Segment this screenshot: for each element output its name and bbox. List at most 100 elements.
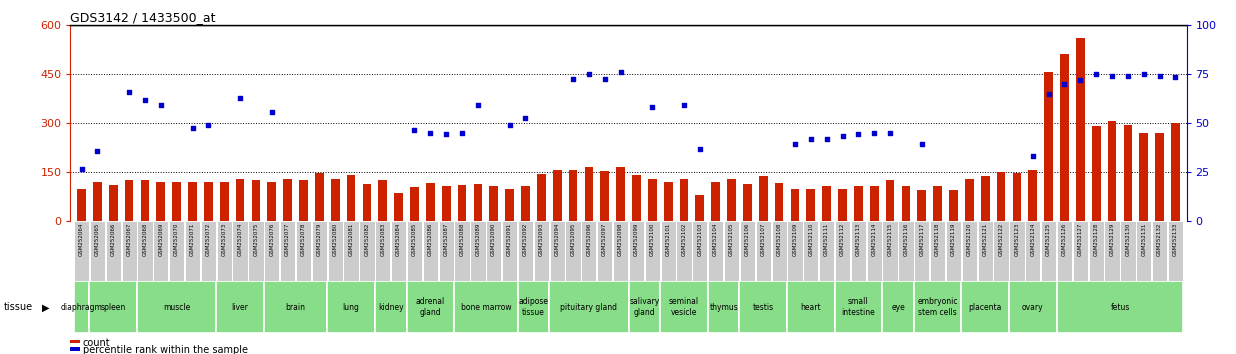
Text: GSM252123: GSM252123 [1015, 223, 1020, 256]
FancyBboxPatch shape [1010, 221, 1025, 281]
Text: GSM252130: GSM252130 [1126, 223, 1131, 256]
FancyBboxPatch shape [391, 221, 407, 281]
Text: GSM252093: GSM252093 [539, 223, 544, 256]
Bar [1091, 126, 1100, 221]
FancyBboxPatch shape [216, 281, 263, 333]
FancyBboxPatch shape [502, 221, 517, 281]
Text: adrenal
gland: adrenal gland [415, 297, 445, 318]
Point [1149, 73, 1169, 78]
Point [578, 71, 598, 77]
Text: GSM252131: GSM252131 [1141, 223, 1146, 256]
Bar [933, 186, 942, 221]
FancyBboxPatch shape [407, 281, 454, 333]
Bar [1170, 123, 1180, 221]
Bar [77, 188, 87, 221]
FancyBboxPatch shape [660, 281, 708, 333]
Bar [378, 180, 387, 221]
Text: thymus: thymus [709, 303, 738, 312]
Bar [632, 175, 640, 221]
Text: GSM252107: GSM252107 [761, 223, 766, 256]
Text: GSM252073: GSM252073 [221, 223, 226, 256]
Point [262, 109, 282, 114]
Text: ovary: ovary [1022, 303, 1043, 312]
Bar [727, 179, 735, 221]
Text: GSM252120: GSM252120 [967, 223, 971, 256]
Text: GSM252095: GSM252095 [571, 223, 576, 256]
Text: GSM252069: GSM252069 [158, 223, 163, 256]
Bar [506, 188, 514, 221]
FancyBboxPatch shape [281, 221, 295, 281]
FancyBboxPatch shape [1057, 221, 1072, 281]
Point [468, 102, 488, 108]
Text: GSM252082: GSM252082 [365, 223, 370, 256]
Text: GSM252114: GSM252114 [871, 223, 876, 256]
Text: GSM252117: GSM252117 [920, 223, 925, 256]
Text: salivary
gland: salivary gland [629, 297, 660, 318]
FancyBboxPatch shape [883, 281, 913, 333]
FancyBboxPatch shape [90, 221, 105, 281]
Text: GSM252089: GSM252089 [476, 223, 481, 256]
Bar [473, 184, 482, 221]
Text: spleen: spleen [100, 303, 126, 312]
Text: muscle: muscle [163, 303, 190, 312]
FancyBboxPatch shape [550, 221, 565, 281]
Text: GSM252085: GSM252085 [412, 223, 417, 256]
Text: GSM252122: GSM252122 [999, 223, 1004, 256]
Text: GSM252091: GSM252091 [507, 223, 512, 256]
Text: GSM252066: GSM252066 [111, 223, 116, 256]
Text: GSM252129: GSM252129 [1110, 223, 1115, 256]
FancyBboxPatch shape [137, 281, 216, 333]
Bar [870, 186, 879, 221]
Text: embryonic
stem cells: embryonic stem cells [917, 297, 958, 318]
Bar [93, 182, 101, 221]
Bar [601, 171, 609, 221]
Text: GSM252083: GSM252083 [381, 223, 386, 256]
Bar [743, 184, 751, 221]
Text: ▶: ▶ [42, 302, 49, 313]
Text: GSM252116: GSM252116 [904, 223, 908, 256]
FancyBboxPatch shape [1105, 221, 1120, 281]
FancyBboxPatch shape [328, 221, 342, 281]
Bar [141, 180, 150, 221]
FancyBboxPatch shape [328, 281, 375, 333]
FancyBboxPatch shape [819, 221, 834, 281]
FancyBboxPatch shape [962, 281, 1009, 333]
FancyBboxPatch shape [581, 221, 597, 281]
Bar [1156, 133, 1164, 221]
FancyBboxPatch shape [153, 221, 168, 281]
Text: GSM252113: GSM252113 [855, 223, 861, 256]
Bar [394, 193, 403, 221]
Text: GSM252092: GSM252092 [523, 223, 528, 256]
Point [1119, 73, 1138, 78]
FancyBboxPatch shape [1136, 221, 1152, 281]
FancyBboxPatch shape [755, 221, 771, 281]
Text: GSM252071: GSM252071 [190, 223, 195, 256]
FancyBboxPatch shape [915, 221, 929, 281]
FancyBboxPatch shape [454, 281, 518, 333]
FancyBboxPatch shape [549, 281, 628, 333]
FancyBboxPatch shape [74, 221, 89, 281]
Text: liver: liver [231, 303, 248, 312]
Bar [1107, 121, 1116, 221]
Point [183, 125, 203, 131]
Text: GSM252110: GSM252110 [808, 223, 813, 256]
Text: fetus: fetus [1110, 303, 1130, 312]
Text: GSM252076: GSM252076 [269, 223, 274, 256]
Bar [712, 182, 721, 221]
Text: GSM252105: GSM252105 [729, 223, 734, 256]
FancyBboxPatch shape [836, 221, 850, 281]
Text: diaphragm: diaphragm [61, 303, 103, 312]
Bar [1060, 54, 1069, 221]
Bar [886, 180, 895, 221]
Text: GSM252101: GSM252101 [666, 223, 671, 256]
Point [848, 132, 868, 137]
FancyBboxPatch shape [629, 221, 644, 281]
Text: GSM252121: GSM252121 [983, 223, 988, 256]
Bar [901, 186, 910, 221]
Point [135, 97, 154, 103]
FancyBboxPatch shape [455, 221, 470, 281]
FancyBboxPatch shape [105, 221, 121, 281]
Text: GSM252075: GSM252075 [253, 223, 258, 256]
Point [420, 130, 440, 136]
FancyBboxPatch shape [929, 221, 946, 281]
